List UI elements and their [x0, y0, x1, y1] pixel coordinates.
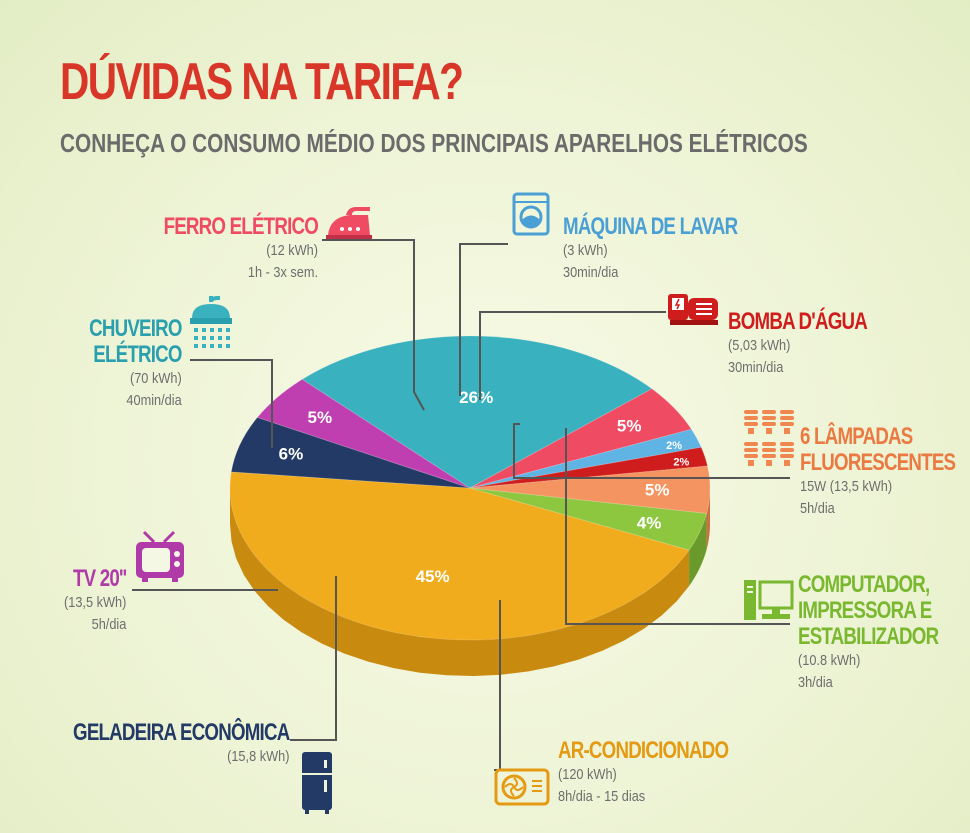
pie-value-label: 5%	[617, 417, 642, 436]
label-ferro-eletrico: FERRO ELÉTRICO (12 kWh) 1h - 3x sem.	[120, 213, 319, 284]
pie-value-label: 2%	[666, 440, 682, 452]
label-usage: 30min/dia	[563, 264, 619, 281]
washing-machine-icon	[512, 192, 550, 236]
pie-slice-m-quina-de-lavar	[469, 428, 702, 489]
label-usage: 40min/dia	[126, 392, 182, 409]
label-consumption: (12 kWh)	[266, 242, 318, 259]
label-title-line2: ELÉTRICO	[93, 341, 183, 368]
label-title-line1: 6 LÂMPADAS	[800, 423, 913, 450]
pie-slice-computador-impressora-e-estabilizador	[469, 487, 708, 551]
label-title: BOMBA D'ÁGUA	[728, 308, 868, 335]
label-title: MÁQUINA DE LAVAR	[563, 213, 738, 240]
label-title-line1: COMPUTADOR,	[798, 571, 930, 598]
refrigerator-icon	[302, 752, 332, 814]
label-chuveiro-eletrico: CHUVEIRO ELÉTRICO (70 kWh) 40min/dia	[63, 316, 182, 412]
pie-slice-geladeira-econ-mica	[230, 416, 471, 489]
leader-line	[190, 359, 273, 448]
air-conditioner-icon	[494, 768, 550, 806]
label-title-line1: CHUVEIRO	[89, 315, 182, 342]
leader-line	[322, 239, 425, 411]
label-consumption: (10.8 kWh)	[798, 652, 861, 669]
label-title-line3: ESTABILIZADOR	[798, 623, 939, 650]
iron-icon	[326, 207, 372, 239]
label-maquina-de-lavar: MÁQUINA DE LAVAR (3 kWh) 30min/dia	[563, 214, 787, 284]
label-title: GELADEIRA ECONÔMICA	[72, 719, 290, 746]
infographic-subtitle: CONHEÇA O CONSUMO MÉDIO DOS PRINCIPAIS A…	[60, 128, 808, 158]
label-title-line2: IMPRESSORA E	[798, 597, 932, 624]
water-pump-icon	[668, 294, 718, 325]
label-consumption: (5,03 kWh)	[728, 337, 791, 354]
label-geladeira: GELADEIRA ECONÔMICA (15,8 kWh)	[12, 719, 290, 768]
pie-side-computador-impressora-e-estabilizador	[689, 513, 707, 586]
pie-slice-ar-condicionado	[229, 471, 690, 641]
leader-line	[290, 576, 337, 741]
label-lampadas: 6 LÂMPADAS FLUORESCENTES 15W (13,5 kWh) …	[800, 424, 970, 520]
label-usage: 30min/dia	[728, 359, 784, 376]
label-usage: 3h/dia	[798, 674, 833, 691]
pie-sides	[230, 488, 710, 676]
label-consumption: (70 kWh)	[130, 370, 182, 387]
pie-slice-ferro-el-trico	[469, 388, 693, 489]
label-consumption: 15W (13,5 kWh)	[800, 478, 893, 495]
leader-line	[459, 243, 508, 396]
pie-value-label: 4%	[637, 513, 662, 532]
infographic-title: DÚVIDAS NA TARIFA?	[60, 53, 464, 111]
pie-side-ar-condicionado	[230, 488, 690, 676]
label-computador: COMPUTADOR, IMPRESSORA E ESTABILIZADOR (…	[798, 572, 970, 694]
light-bulbs-icon	[744, 410, 794, 466]
label-usage: 5h/dia	[800, 500, 835, 517]
label-title: TV 20''	[72, 565, 127, 592]
leader-line	[565, 428, 790, 625]
pie-slice-tv-20-	[256, 378, 471, 489]
label-title: FERRO ELÉTRICO	[163, 213, 319, 240]
pie-value-labels: 45%6%5%26%5%2%2%5%4%	[279, 388, 690, 586]
label-tv: TV 20'' (13,5 kWh) 5h/dia	[53, 565, 127, 636]
label-usage: 5h/dia	[91, 616, 126, 633]
label-bomba-dagua: BOMBA D'ÁGUA (5,03 kWh) 30min/dia	[728, 309, 906, 379]
label-consumption: (3 kWh)	[563, 242, 608, 259]
shower-icon	[190, 296, 232, 348]
label-ar-condicionado: AR-CONDICIONADO (120 kWh) 8h/dia - 15 di…	[558, 738, 776, 808]
pie-value-label: 2%	[673, 457, 689, 469]
pie-value-label: 45%	[416, 567, 450, 586]
label-title-line2: FLUORESCENTES	[800, 449, 956, 476]
label-usage: 8h/dia - 15 dias	[558, 788, 646, 805]
label-title: AR-CONDICIONADO	[558, 737, 729, 764]
label-consumption: (13,5 kWh)	[63, 594, 126, 611]
pie-side-6-l-mpadas-fluorescentes	[706, 488, 710, 550]
computer-icon	[744, 580, 794, 620]
pie-top	[229, 335, 711, 641]
pie-value-label: 5%	[645, 480, 670, 499]
leader-line	[479, 311, 666, 400]
leader-lines	[132, 239, 790, 771]
leader-line	[513, 423, 790, 479]
pie-value-label: 26%	[459, 388, 493, 407]
label-consumption: (15,8 kWh)	[226, 748, 289, 765]
label-usage: 1h - 3x sem.	[247, 264, 318, 281]
pie-value-label: 5%	[308, 408, 333, 427]
label-consumption: (120 kWh)	[558, 766, 617, 783]
tv-icon	[136, 530, 184, 582]
pie-value-label: 6%	[279, 445, 304, 464]
